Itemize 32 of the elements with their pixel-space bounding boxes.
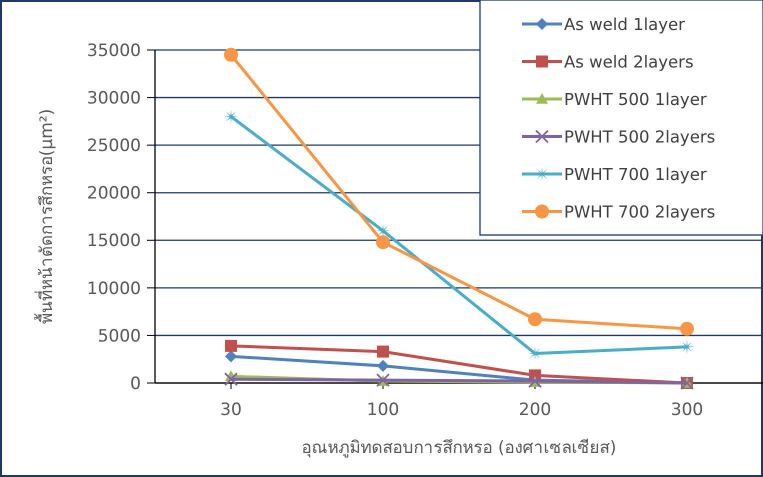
y-tick-label: 0 xyxy=(130,374,141,394)
point xyxy=(377,360,389,372)
legend-label: As weld 2layers xyxy=(564,52,694,72)
point xyxy=(376,235,390,250)
y-tick-label: 25000 xyxy=(86,136,141,156)
point xyxy=(224,110,238,124)
legend-label: As weld 1layer xyxy=(564,14,686,34)
y-tick-label: 20000 xyxy=(86,184,141,204)
y-tick-label: 5000 xyxy=(98,326,141,346)
point xyxy=(225,340,237,352)
point xyxy=(680,340,694,354)
y-tick-label: 35000 xyxy=(86,40,141,61)
y-tick-label: 30000 xyxy=(86,88,141,109)
x-tick-label: 300 xyxy=(670,400,704,420)
legend-label: PWHT 700 2layers xyxy=(564,202,716,222)
y-tick-label: 10000 xyxy=(86,278,141,299)
legend-label: PWHT 500 1layer xyxy=(564,90,707,109)
point xyxy=(224,48,238,62)
legend-label: PWHT 700 1layer xyxy=(564,164,707,184)
point xyxy=(377,346,389,358)
point xyxy=(224,372,238,386)
point xyxy=(225,350,237,362)
point xyxy=(528,346,542,361)
x-tick-label: 100 xyxy=(366,400,400,420)
y-axis-title: พื้นที่หน้าตัดการสึกหรอ(µm²) xyxy=(34,108,57,324)
point xyxy=(680,322,694,336)
point xyxy=(528,312,542,326)
legend-label: PWHT 500 2layers xyxy=(564,127,716,146)
x-axis-title: อุณหภูมิทดสอบการสึกหรอ (องศาเซลเซียส) xyxy=(302,438,616,458)
x-tick-label: 200 xyxy=(518,400,552,420)
x-tick-label: 30 xyxy=(220,400,242,420)
y-tick-label: 15000 xyxy=(86,231,141,252)
